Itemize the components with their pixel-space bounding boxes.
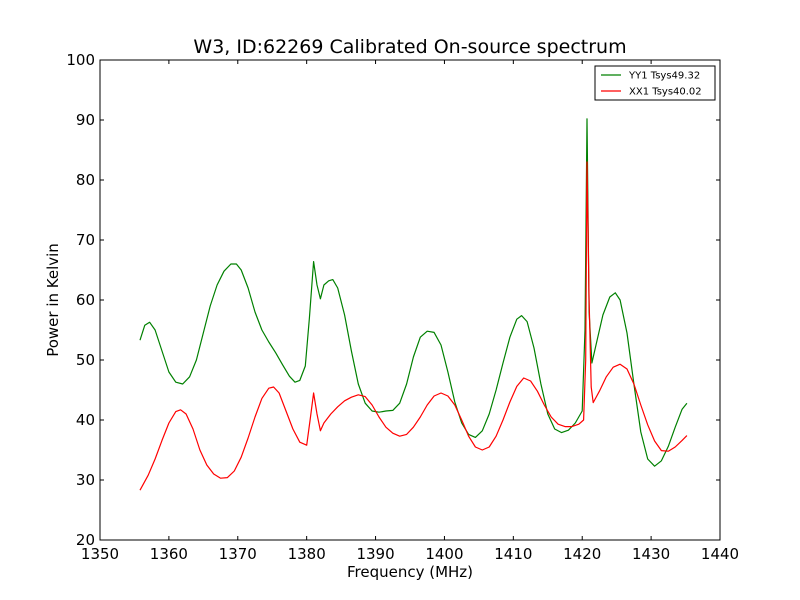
series-group [139, 118, 688, 491]
x-tick-label: 1350 [81, 545, 119, 563]
series-line-1 [139, 161, 688, 491]
x-tick-label: 1430 [632, 545, 670, 563]
axis-ticks: 1350 1360 1370 1380 1390 1400 1410 1420 1430 1440… [66, 51, 739, 563]
x-tick-label: 1370 [219, 545, 257, 563]
legend-label-0: YY1 Tsys49.32 [628, 71, 700, 82]
y-tick-label: 40 [76, 411, 95, 429]
x-axis-label: Frequency (MHz) [347, 563, 473, 581]
legend-label-1: XX1 Tsys40.02 [629, 87, 702, 98]
y-tick-label: 100 [66, 51, 95, 69]
y-tick-label: 60 [76, 291, 95, 309]
series-line-0 [139, 118, 688, 467]
x-tick-label: 1390 [356, 545, 394, 563]
legend-box [594, 65, 716, 101]
legend: YY1 Tsys49.32 XX1 Tsys40.02 [594, 65, 716, 101]
chart-title: W3, ID:62269 Calibrated On-source spectr… [193, 36, 626, 58]
x-tick-label: 1410 [494, 545, 532, 563]
y-tick-label: 30 [76, 471, 95, 489]
y-tick-label: 80 [76, 171, 95, 189]
y-tick-label: 50 [76, 351, 95, 369]
x-tick-label: 1440 [701, 545, 739, 563]
x-tick-label: 1400 [425, 545, 463, 563]
plot-frame [99, 59, 721, 541]
x-tick-label: 1380 [288, 545, 326, 563]
x-tick-label: 1420 [563, 545, 601, 563]
y-tick-label: 20 [76, 531, 95, 549]
y-tick-label: 90 [76, 111, 95, 129]
x-tick-label: 1360 [150, 545, 188, 563]
y-tick-label: 70 [76, 231, 95, 249]
y-axis-label: Power in Kelvin [44, 243, 62, 357]
